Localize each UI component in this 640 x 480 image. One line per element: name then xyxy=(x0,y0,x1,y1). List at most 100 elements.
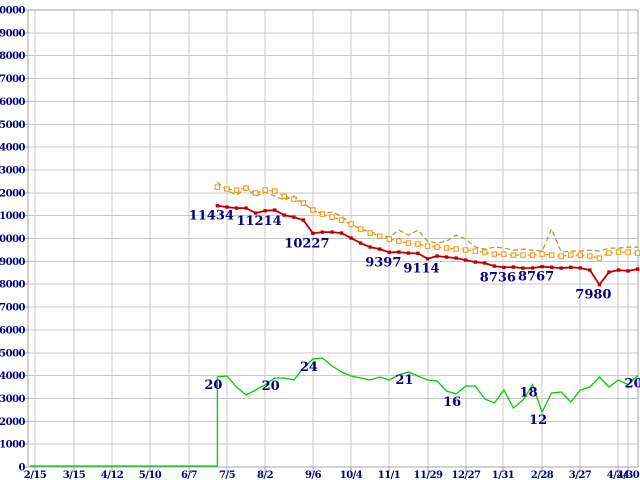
x-axis-label: 7/5 xyxy=(219,470,236,480)
marker-filled-square xyxy=(540,264,544,269)
marker-open-square xyxy=(434,244,440,250)
x-axis-label: 11/1 xyxy=(378,470,401,480)
marker-filled-square xyxy=(521,266,525,270)
point-label: 11214 xyxy=(236,214,281,229)
y-axis-label: 9000 xyxy=(0,257,26,268)
x-axis-label: 9/6 xyxy=(305,470,322,480)
point-label: 16 xyxy=(443,395,461,410)
x-axis-label: 11/29 xyxy=(414,470,444,480)
marker-filled-square xyxy=(473,260,477,264)
y-axis-label: 6000 xyxy=(0,325,26,336)
marker-open-square xyxy=(272,188,278,194)
x-axis-label: 2/15 xyxy=(24,470,47,480)
marker-open-square xyxy=(501,251,507,257)
marker-filled-square xyxy=(368,245,372,249)
marker-filled-square xyxy=(607,270,611,274)
point-label: 7980 xyxy=(575,288,611,303)
marker-open-square xyxy=(348,221,354,227)
marker-open-square xyxy=(568,252,574,258)
series-orange-dashed-markers xyxy=(214,184,640,261)
marker-filled-square xyxy=(569,265,573,269)
x-axis-label: 10/4 xyxy=(340,470,363,480)
marker-open-square xyxy=(396,238,402,244)
y-axis-label: 10000 xyxy=(0,234,26,245)
y-axis-label: 1000 xyxy=(0,440,26,451)
y-axis-label: 4000 xyxy=(0,371,26,382)
marker-filled-square xyxy=(406,251,411,255)
marker-filled-square xyxy=(320,230,325,234)
marker-open-square xyxy=(214,184,221,190)
marker-open-square xyxy=(300,200,307,206)
x-axis-label: 3/15 xyxy=(63,470,86,480)
marker-open-square xyxy=(539,251,545,257)
point-label: 11434 xyxy=(189,209,234,224)
point-label: 12 xyxy=(529,413,547,428)
marker-filled-square xyxy=(234,206,239,210)
marker-open-square xyxy=(377,233,383,239)
y-axis-label: 16000 xyxy=(0,97,26,108)
x-axis-label: 6/7 xyxy=(181,470,198,480)
marker-open-square xyxy=(615,249,622,255)
marker-filled-square xyxy=(492,264,497,268)
marker-open-square xyxy=(367,230,373,236)
point-label: 10227 xyxy=(284,236,329,251)
marker-filled-square xyxy=(549,265,554,269)
marker-filled-square xyxy=(225,205,229,209)
y-axis-label: 11000 xyxy=(0,211,26,222)
marker-open-square xyxy=(224,186,230,192)
marker-open-square xyxy=(386,236,393,242)
marker-filled-square xyxy=(330,230,334,234)
marker-open-square xyxy=(548,252,555,258)
marker-open-square xyxy=(634,250,640,256)
y-axis-label: 18000 xyxy=(0,51,26,62)
marker-open-square xyxy=(252,190,259,196)
marker-filled-square xyxy=(253,211,258,215)
marker-filled-square xyxy=(597,282,602,287)
marker-filled-square xyxy=(483,261,487,265)
point-label: 9397 xyxy=(365,255,401,270)
marker-filled-square xyxy=(244,206,248,210)
marker-filled-square xyxy=(626,269,630,273)
marker-filled-square xyxy=(349,236,353,240)
point-label: 20 xyxy=(625,377,640,392)
marker-open-square xyxy=(453,246,459,252)
x-axis-label: 4/30 xyxy=(617,470,640,480)
marker-filled-square xyxy=(311,231,315,236)
series-green-solid-line xyxy=(30,357,639,467)
marker-open-square xyxy=(281,193,287,199)
marker-open-square xyxy=(482,249,488,255)
marker-open-square xyxy=(415,241,421,247)
series-olive-dashed-line xyxy=(217,181,638,253)
marker-open-square xyxy=(587,253,593,259)
marker-open-square xyxy=(233,187,240,193)
marker-filled-square xyxy=(559,266,563,270)
point-label: 9114 xyxy=(403,262,439,277)
x-axis-label: 4/12 xyxy=(101,470,124,480)
y-axis-label: 17000 xyxy=(0,74,26,85)
marker-filled-square xyxy=(339,231,344,235)
marker-filled-square xyxy=(502,265,506,270)
marker-filled-square xyxy=(511,265,516,269)
marker-open-square xyxy=(357,226,364,232)
marker-filled-square xyxy=(301,218,306,222)
y-axis-label: 19000 xyxy=(0,28,26,39)
point-label: 24 xyxy=(300,360,318,375)
y-axis-label: 8000 xyxy=(0,280,26,291)
marker-open-square xyxy=(405,240,412,246)
marker-open-square xyxy=(558,253,564,259)
marker-filled-square xyxy=(387,250,391,254)
point-label: 8736 xyxy=(480,270,516,285)
point-label: 21 xyxy=(395,373,413,388)
x-axis-label: 4/24 xyxy=(607,470,630,480)
marker-filled-square xyxy=(273,208,277,212)
point-label: 20 xyxy=(204,378,222,393)
marker-open-square xyxy=(243,185,249,191)
y-axis-label: 12000 xyxy=(0,188,26,199)
marker-filled-square xyxy=(215,204,220,208)
marker-open-square xyxy=(529,252,536,258)
marker-filled-square xyxy=(530,266,535,270)
y-axis-label: 3000 xyxy=(0,394,26,405)
